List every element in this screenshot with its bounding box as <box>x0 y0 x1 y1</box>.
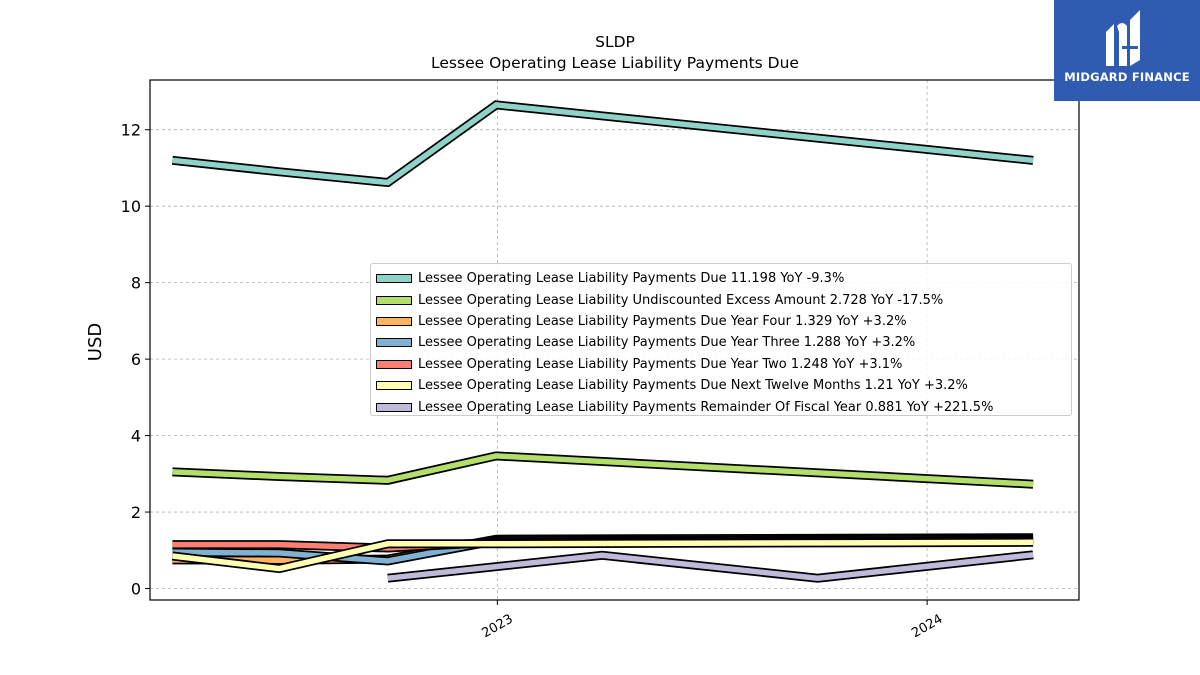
y-tick-label: 0 <box>131 580 141 599</box>
legend-item: Lessee Operating Lease Liability Payment… <box>374 354 1071 375</box>
legend-item: Lessee Operating Lease Liability Payment… <box>374 311 1071 332</box>
chart-title: SLDP <box>595 33 635 51</box>
legend-item: Lessee Operating Lease Liability Payment… <box>374 396 1071 417</box>
chart-legend: Lessee Operating Lease Liability Payment… <box>370 263 1072 416</box>
legend-item: Lessee Operating Lease Liability Undisco… <box>374 289 1071 310</box>
series-line-6 <box>387 550 1034 583</box>
legend-label: Lessee Operating Lease Liability Payment… <box>418 399 994 415</box>
series-stroke <box>172 539 1034 572</box>
series-stroke <box>387 552 1034 581</box>
legend-swatch <box>376 316 412 326</box>
plot-frame <box>149 79 1080 601</box>
legend-swatch <box>376 402 412 412</box>
chart-subtitle: Lessee Operating Lease Liability Payment… <box>431 54 799 72</box>
y-tick-label: 6 <box>131 350 141 369</box>
x-tick-label: 2024 <box>909 612 945 642</box>
x-tick-label: 2023 <box>480 612 516 642</box>
y-axis-label: USD <box>85 323 106 361</box>
legend-swatch <box>376 381 412 391</box>
legend-label: Lessee Operating Lease Liability Payment… <box>418 271 845 287</box>
y-tick-label: 8 <box>131 274 141 293</box>
legend-swatch <box>376 274 412 284</box>
legend-swatch <box>376 359 412 369</box>
series-line-5 <box>171 537 1034 574</box>
legend-label: Lessee Operating Lease Liability Payment… <box>418 378 968 394</box>
legend-label: Lessee Operating Lease Liability Payment… <box>418 335 916 351</box>
series-group <box>171 100 1034 583</box>
y-tick-label: 12 <box>121 121 141 140</box>
legend-item: Lessee Operating Lease Liability Payment… <box>374 268 1071 289</box>
series-line-0 <box>171 100 1034 188</box>
series-stroke <box>172 453 1034 487</box>
legend-label: Lessee Operating Lease Liability Payment… <box>418 313 907 329</box>
midgard-m-logo-icon <box>1106 10 1140 66</box>
legend-label: Lessee Operating Lease Liability Undisco… <box>418 292 944 308</box>
legend-item: Lessee Operating Lease Liability Payment… <box>374 332 1071 353</box>
legend-item: Lessee Operating Lease Liability Payment… <box>374 375 1071 396</box>
y-tick-label: 2 <box>131 503 141 522</box>
series-line-1 <box>172 451 1034 489</box>
brand-logo: MIDGARD FINANCE <box>1054 0 1200 101</box>
legend-swatch <box>376 295 412 305</box>
y-tick-label: 10 <box>121 197 141 216</box>
y-tick-label: 4 <box>131 427 141 446</box>
series-stroke <box>172 102 1034 186</box>
legend-label: Lessee Operating Lease Liability Payment… <box>418 356 903 372</box>
logo-text: MIDGARD FINANCE <box>1064 70 1190 84</box>
legend-swatch <box>376 338 412 348</box>
